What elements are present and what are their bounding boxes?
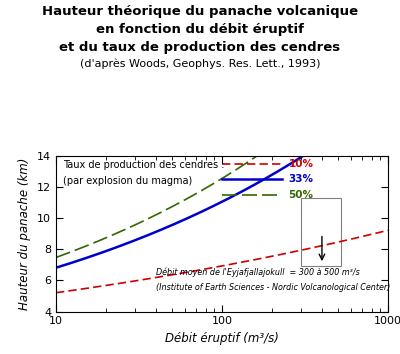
Text: (Institute of Earth Sciences - Nordic Volcanological Center): (Institute of Earth Sciences - Nordic Vo… bbox=[156, 284, 390, 292]
Text: 10%: 10% bbox=[288, 159, 314, 169]
Text: en fonction du débit éruptif: en fonction du débit éruptif bbox=[96, 23, 304, 36]
Text: Taux de production des cendres :: Taux de production des cendres : bbox=[63, 160, 224, 170]
Text: 33%: 33% bbox=[288, 174, 314, 184]
Text: Débit moyen de l'Eyjafjallajokull  = 300 à 500 m³/s: Débit moyen de l'Eyjafjallajokull = 300 … bbox=[156, 268, 359, 278]
Text: 50%: 50% bbox=[288, 190, 314, 200]
Text: et du taux de production des cendres: et du taux de production des cendres bbox=[60, 41, 340, 54]
Text: (d'après Woods, Geophys. Res. Lett., 1993): (d'après Woods, Geophys. Res. Lett., 199… bbox=[80, 58, 320, 69]
Text: Hauteur théorique du panache volcanique: Hauteur théorique du panache volcanique bbox=[42, 5, 358, 18]
Y-axis label: Hauteur du panache (km): Hauteur du panache (km) bbox=[18, 158, 32, 310]
Bar bbox=[301, 198, 341, 266]
Text: (par explosion du magma): (par explosion du magma) bbox=[63, 176, 192, 186]
X-axis label: Débit éruptif (m³/s): Débit éruptif (m³/s) bbox=[165, 332, 279, 345]
